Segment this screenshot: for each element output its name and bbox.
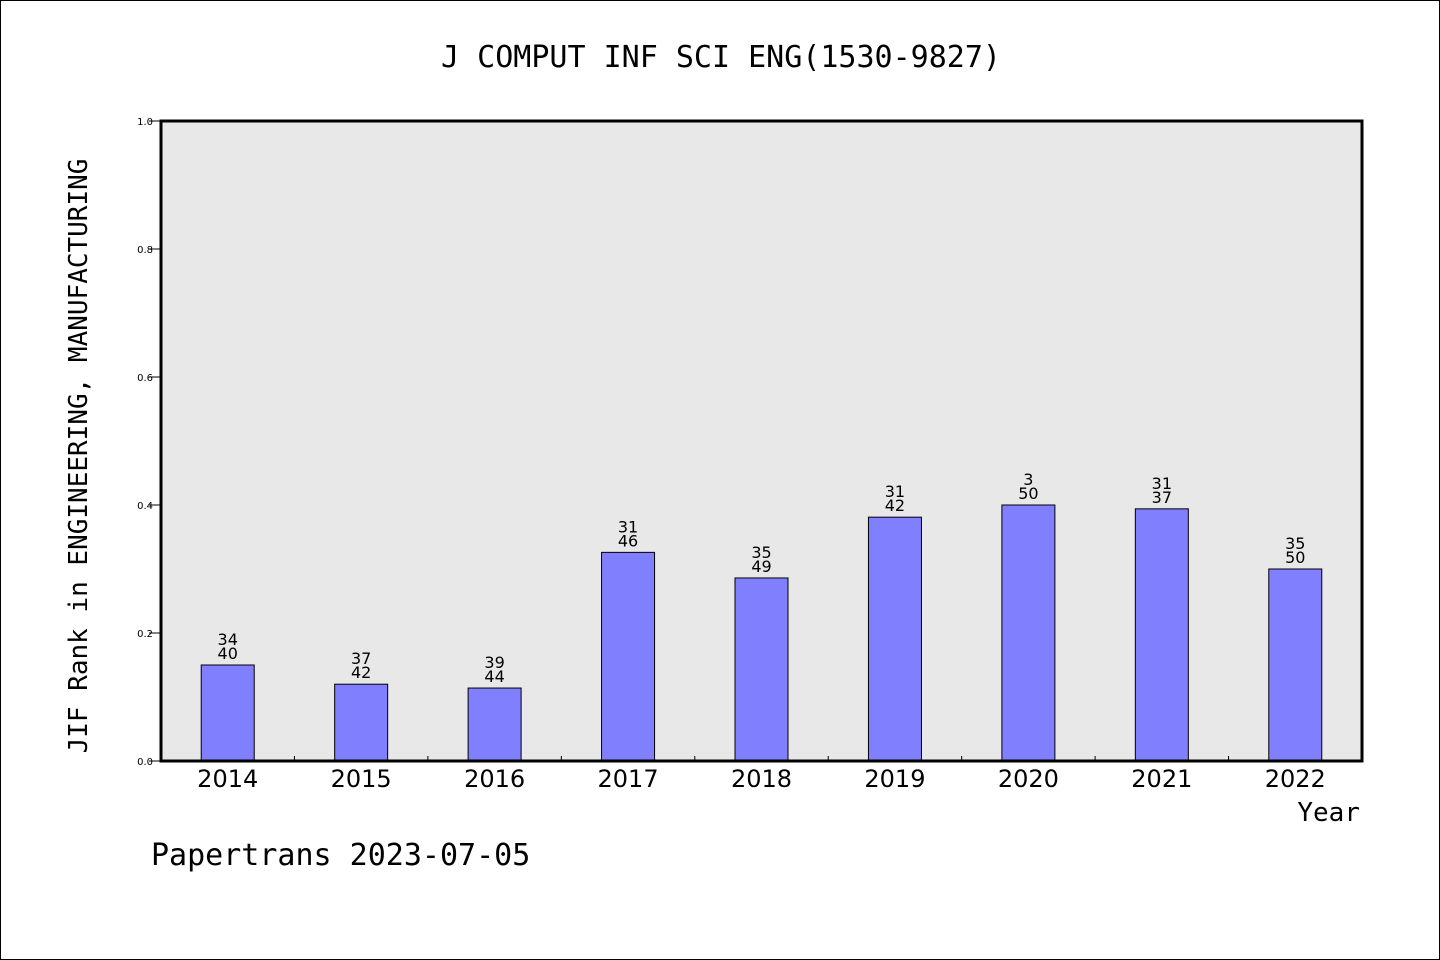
y-tick-label: 0.6 (137, 373, 153, 384)
bar-2019 (867, 516, 922, 762)
x-tick-label: 2022 (1265, 765, 1326, 793)
bar-2020 (1001, 504, 1056, 762)
bar-total-label: 49 (751, 557, 771, 576)
bar-total-label: 50 (1018, 484, 1038, 503)
x-axis-label: Year (1297, 798, 1360, 828)
bar-2014 (200, 664, 255, 762)
bar-2018 (734, 577, 789, 762)
bar-total-label: 44 (484, 667, 504, 686)
bar-rank-label: 34 (218, 630, 238, 649)
bar-rank-label: 31 (618, 517, 638, 536)
y-tick-label: 0.4 (137, 501, 153, 512)
bar-2016 (467, 687, 522, 762)
bar-total-label: 37 (1152, 488, 1172, 507)
x-tick-label: 2020 (998, 765, 1059, 793)
bar-total-label: 42 (351, 663, 371, 682)
x-tick-label: 2018 (731, 765, 792, 793)
footer-credit: Papertrans 2023-07-05 (151, 838, 530, 873)
x-tick-label: 2019 (864, 765, 925, 793)
bar-total-label: 46 (618, 531, 638, 550)
bar-total-label: 40 (218, 644, 238, 663)
bar-rank-label: 37 (351, 649, 371, 668)
bar-total-label: 50 (1285, 548, 1305, 567)
x-tick-label: 2015 (331, 765, 392, 793)
bar-2022 (1268, 568, 1323, 762)
bar-total-label: 42 (885, 496, 905, 515)
y-axis-label: JIF Rank in ENGINEERING, MANUFACTURING (64, 159, 94, 754)
bar-2015 (334, 683, 389, 762)
x-tick-label: 2017 (598, 765, 659, 793)
y-tick-label: 0.2 (137, 629, 153, 640)
bar-2017 (601, 551, 656, 762)
bar-rank-label: 35 (751, 543, 771, 562)
bar-rank-label: 3 (1023, 470, 1033, 489)
y-tick-label: 0.8 (137, 245, 153, 256)
plot-border (159, 119, 1364, 763)
x-tick-label: 2014 (197, 765, 258, 793)
y-tick-label: 1.0 (137, 117, 153, 128)
bar-rank-label: 39 (484, 653, 504, 672)
x-tick-label: 2016 (464, 765, 525, 793)
chart-title: J COMPUT INF SCI ENG(1530-9827) (441, 40, 1001, 75)
bar-rank-label: 31 (1152, 474, 1172, 493)
bar-2021 (1134, 508, 1189, 762)
bar-rank-label: 31 (885, 482, 905, 501)
x-tick-label: 2021 (1131, 765, 1192, 793)
bar-rank-label: 35 (1285, 534, 1305, 553)
y-tick-label: 0.0 (137, 757, 153, 768)
